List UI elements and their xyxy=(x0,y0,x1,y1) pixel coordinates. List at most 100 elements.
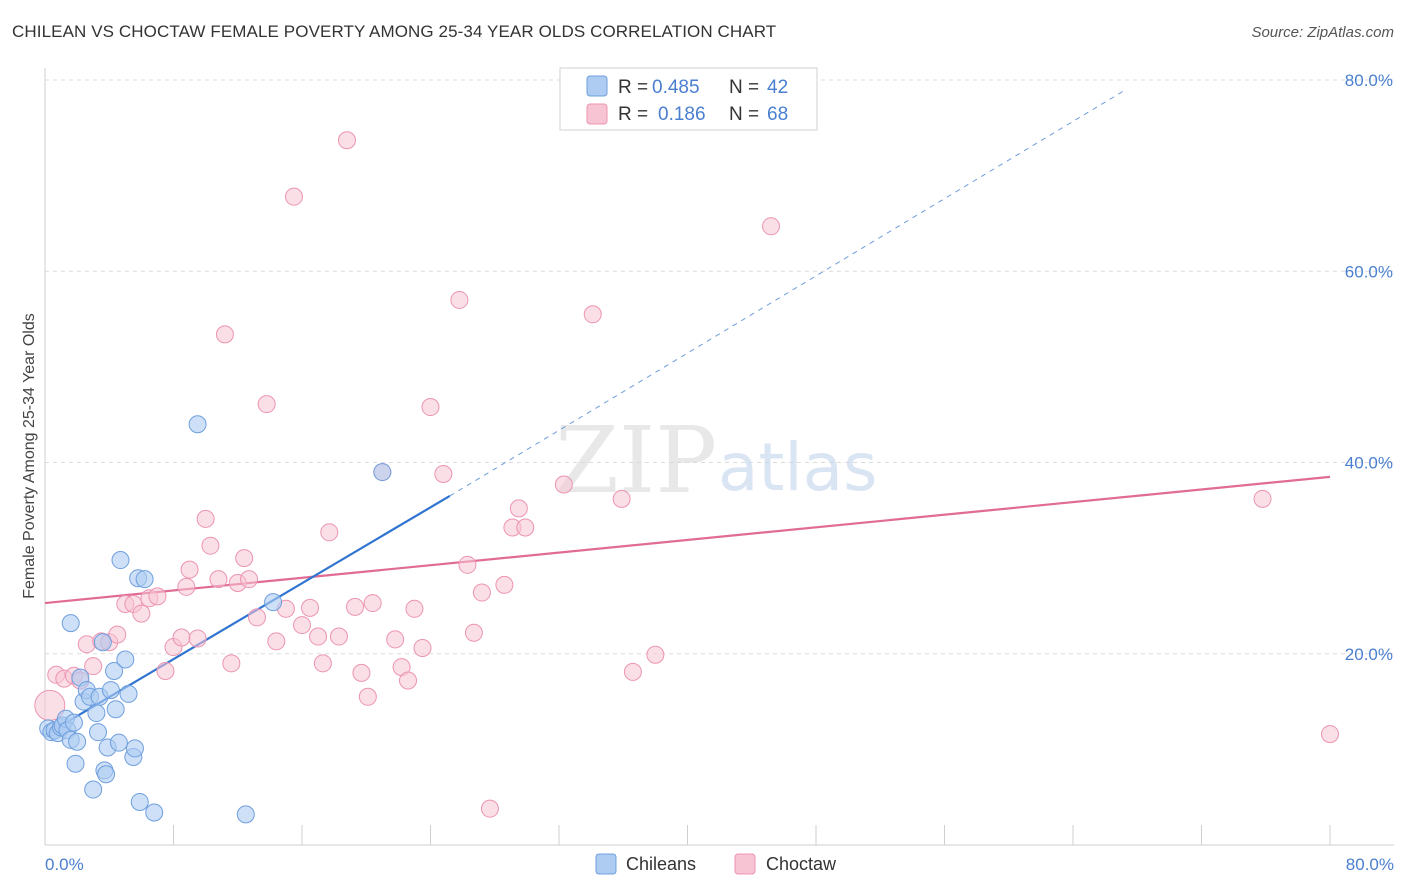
choctaw-point xyxy=(421,398,440,417)
choctaw-point xyxy=(209,570,228,589)
watermark-zip: ZIP xyxy=(555,407,717,514)
legend-swatch-chileans xyxy=(586,75,608,97)
y-tick-label-40: 40.0% xyxy=(1345,454,1393,473)
source-label: Source: ZipAtlas.com xyxy=(1251,24,1394,41)
legend-n-value-choctaw: 68 xyxy=(767,104,788,125)
chileans-point xyxy=(188,415,207,434)
choctaw-point xyxy=(177,577,196,596)
choctaw-point xyxy=(284,187,303,206)
y-axis-label: Female Poverty Among 25-34 Year Olds xyxy=(21,313,38,599)
chileans-point xyxy=(87,704,106,723)
bottom-legend-swatch-choctaw xyxy=(734,853,756,875)
chileans-point xyxy=(93,633,112,652)
legend-n-value-chileans: 42 xyxy=(767,77,788,98)
choctaw-point xyxy=(472,583,491,602)
choctaw-point xyxy=(267,632,286,651)
y-tick-label-80: 80.0% xyxy=(1345,71,1393,90)
choctaw-point xyxy=(148,587,167,606)
choctaw-point xyxy=(346,597,365,616)
watermark: ZIP atlas xyxy=(555,407,878,514)
choctaw-point xyxy=(235,549,254,568)
choctaw-point xyxy=(156,661,175,680)
legend-r-label-choctaw: R = xyxy=(618,104,648,125)
choctaw-point xyxy=(583,305,602,324)
choctaw-point xyxy=(623,662,642,681)
legend-r-value-choctaw: 0.186 xyxy=(658,104,706,125)
choctaw-point xyxy=(399,671,418,690)
choctaw-point xyxy=(495,575,514,594)
choctaw-point xyxy=(612,489,631,508)
choctaw-point xyxy=(646,645,665,664)
chileans-point xyxy=(84,780,103,799)
chart-title: CHILEAN VS CHOCTAW FEMALE POVERTY AMONG … xyxy=(12,22,777,41)
choctaw-point xyxy=(222,654,241,673)
legend-r-label-chileans: R = xyxy=(618,77,648,98)
chileans-point xyxy=(264,593,283,612)
choctaw-point xyxy=(434,464,453,483)
chileans-point xyxy=(105,661,124,680)
grid-lines xyxy=(45,79,1394,655)
choctaw-point xyxy=(313,654,332,673)
choctaw-point xyxy=(293,616,311,635)
chileans-point xyxy=(111,551,130,570)
choctaw-point xyxy=(480,799,499,818)
choctaw-point xyxy=(201,536,220,555)
choctaw-point xyxy=(248,608,267,627)
choctaw-point xyxy=(172,628,191,647)
legend-swatch-choctaw xyxy=(586,103,608,125)
choctaw-point xyxy=(215,325,234,344)
chileans-point xyxy=(64,713,83,732)
choctaw-point xyxy=(358,687,377,706)
choctaw-point xyxy=(450,290,469,309)
choctaw-point xyxy=(509,499,528,518)
choctaw-point xyxy=(257,395,276,414)
choctaw-point xyxy=(405,599,424,618)
choctaw-point xyxy=(320,523,339,542)
bottom-legend-chileans: Chileans xyxy=(626,854,696,874)
choctaw-point xyxy=(1321,725,1339,744)
chileans-point xyxy=(61,614,80,633)
legend-n-label-chileans: N = xyxy=(729,77,759,98)
chileans-point xyxy=(373,463,392,482)
legend-n-label-choctaw: N = xyxy=(729,104,759,125)
bottom-legend-choctaw: Choctaw xyxy=(766,854,837,874)
chileans-points xyxy=(39,415,392,824)
choctaw-point xyxy=(337,131,356,150)
watermark-atlas: atlas xyxy=(718,429,878,506)
choctaw-point xyxy=(1253,489,1272,508)
y-tick-label-60: 60.0% xyxy=(1345,262,1393,281)
choctaw-point xyxy=(464,623,483,642)
series-legend: Chileans Choctaw xyxy=(595,853,837,875)
chileans-point xyxy=(119,684,138,703)
choctaw-point xyxy=(309,627,328,646)
choctaw-point xyxy=(352,663,371,682)
choctaw-point xyxy=(516,518,535,537)
stats-legend: R = 0.485 N = 42 R = 0.186 N = 68 xyxy=(559,67,818,131)
choctaw-point xyxy=(329,627,348,646)
chileans-point xyxy=(66,754,85,773)
x-tick-label-min: 0.0% xyxy=(45,855,84,874)
y-tick-label-20: 20.0% xyxy=(1345,645,1393,664)
choctaw-point xyxy=(554,475,573,494)
choctaw-point xyxy=(386,630,405,649)
choctaw-point xyxy=(84,657,103,676)
chileans-point xyxy=(135,570,154,589)
choctaw-point xyxy=(188,629,207,648)
chileans-point xyxy=(106,700,125,719)
choctaw-point xyxy=(413,639,432,658)
bottom-legend-swatch-chileans xyxy=(595,853,617,875)
chileans-point xyxy=(101,681,120,700)
chileans-point xyxy=(130,792,149,811)
y-axis-tick-labels: 20.0% 40.0% 60.0% 80.0% xyxy=(1345,71,1393,664)
choctaw-trend-line xyxy=(44,475,1331,605)
choctaw-point xyxy=(196,509,215,528)
chileans-point xyxy=(68,732,87,751)
choctaw-point xyxy=(132,604,151,623)
choctaw-point xyxy=(458,555,477,574)
choctaw-point xyxy=(108,625,127,644)
chileans-point xyxy=(109,733,128,752)
chileans-point xyxy=(97,765,116,784)
choctaw-point xyxy=(301,598,320,617)
choctaw-point xyxy=(239,570,258,589)
